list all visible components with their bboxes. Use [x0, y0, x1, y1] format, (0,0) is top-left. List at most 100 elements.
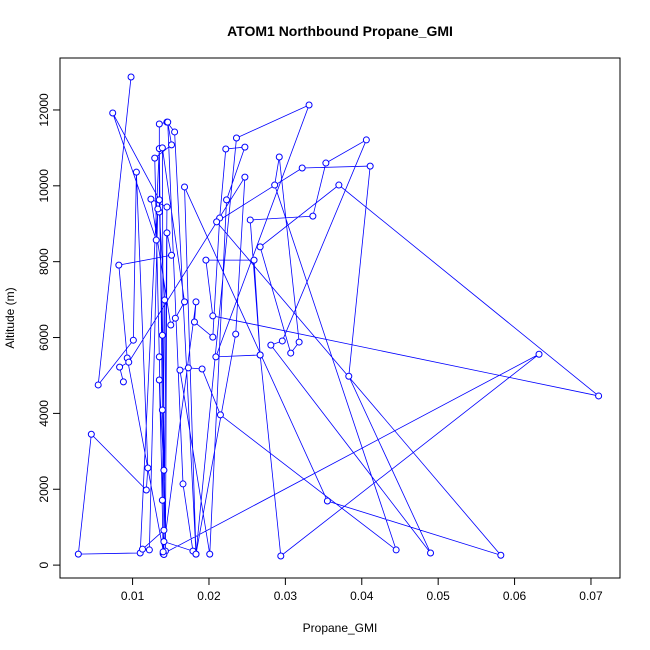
data-point	[223, 196, 231, 204]
data-point	[250, 256, 258, 264]
x-tick-label: 0.06	[503, 589, 527, 603]
data-point	[87, 430, 95, 438]
y-tick-label: 4000	[37, 400, 51, 427]
data-point	[362, 136, 370, 144]
data-point	[497, 551, 505, 559]
data-point	[392, 546, 400, 554]
data-point	[151, 154, 159, 162]
x-tick-label: 0.03	[274, 589, 298, 603]
data-point	[335, 181, 343, 189]
data-point	[256, 243, 264, 251]
data-point	[129, 336, 137, 344]
y-tick-label: 6000	[37, 324, 51, 351]
data-point	[171, 314, 179, 322]
data-point	[154, 205, 162, 213]
data-point	[322, 159, 330, 167]
data-point	[116, 363, 124, 371]
data-point	[309, 212, 317, 220]
data-point	[198, 365, 206, 373]
data-point	[115, 261, 123, 269]
data-point	[232, 330, 240, 338]
data-point	[271, 181, 279, 189]
data-point	[192, 298, 200, 306]
x-tick-label: 0.01	[121, 589, 145, 603]
data-point	[155, 120, 163, 128]
data-point	[287, 349, 295, 357]
data-point	[158, 496, 166, 504]
data-point	[155, 376, 163, 384]
data-point	[275, 153, 283, 161]
data-point	[158, 144, 166, 152]
data-point	[256, 351, 264, 359]
data-point	[145, 546, 153, 554]
data-point	[277, 552, 285, 560]
data-point	[212, 353, 220, 361]
data-point	[192, 550, 200, 558]
data-point	[142, 486, 150, 494]
plot-frame	[59, 57, 621, 579]
data-point	[202, 256, 210, 264]
data-point	[164, 118, 172, 126]
data-point	[295, 338, 303, 346]
data-point	[132, 168, 140, 176]
data-point	[366, 162, 374, 170]
data-point	[163, 203, 171, 211]
data-point	[158, 331, 166, 339]
data-point	[167, 321, 175, 329]
data-point	[127, 73, 135, 81]
data-point	[74, 550, 82, 558]
data-point	[241, 143, 249, 151]
data-point	[168, 251, 176, 259]
data-point	[168, 141, 176, 149]
data-point	[160, 466, 168, 474]
data-point	[305, 101, 313, 109]
data-point	[125, 358, 133, 366]
y-tick-label: 2000	[37, 476, 51, 503]
y-tick-label: 8000	[37, 248, 51, 275]
data-point	[298, 164, 306, 172]
data-point	[184, 364, 192, 372]
data-point	[155, 196, 163, 204]
x-tick-label: 0.02	[197, 589, 221, 603]
data-point	[94, 381, 102, 389]
y-tick-label: 0	[37, 561, 51, 568]
data-point	[139, 545, 147, 553]
chart-title: ATOM1 Northbound Propane_GMI	[227, 23, 453, 39]
data-point	[163, 229, 171, 237]
data-point	[323, 497, 331, 505]
data-point	[147, 195, 155, 203]
data-point	[161, 296, 169, 304]
data-point	[171, 128, 179, 136]
data-point	[209, 333, 217, 341]
data-point	[181, 183, 189, 191]
x-tick-label: 0.07	[579, 589, 603, 603]
x-axis-label: Propane_GMI	[303, 621, 378, 635]
data-point	[176, 366, 184, 374]
data-point	[345, 372, 353, 380]
data-point	[267, 341, 275, 349]
y-axis-label: Altitude (m)	[3, 287, 17, 348]
data-point	[144, 464, 152, 472]
x-tick-label: 0.04	[350, 589, 374, 603]
data-point	[209, 312, 217, 320]
y-tick-label: 12000	[37, 93, 51, 127]
data-point	[179, 480, 187, 488]
data-point	[222, 145, 230, 153]
data-point	[595, 392, 603, 400]
data-point	[232, 134, 240, 142]
data-point	[535, 350, 543, 358]
data-point	[190, 318, 198, 326]
data-point	[181, 298, 189, 306]
data-point	[109, 109, 117, 117]
data-point	[158, 406, 166, 414]
data-point	[159, 548, 167, 556]
data-point	[155, 353, 163, 361]
data-point	[152, 236, 160, 244]
data-point	[241, 173, 249, 181]
data-point	[119, 378, 127, 386]
y-tick-label: 10000	[37, 169, 51, 203]
data-point	[160, 538, 168, 546]
data-point	[246, 216, 254, 224]
